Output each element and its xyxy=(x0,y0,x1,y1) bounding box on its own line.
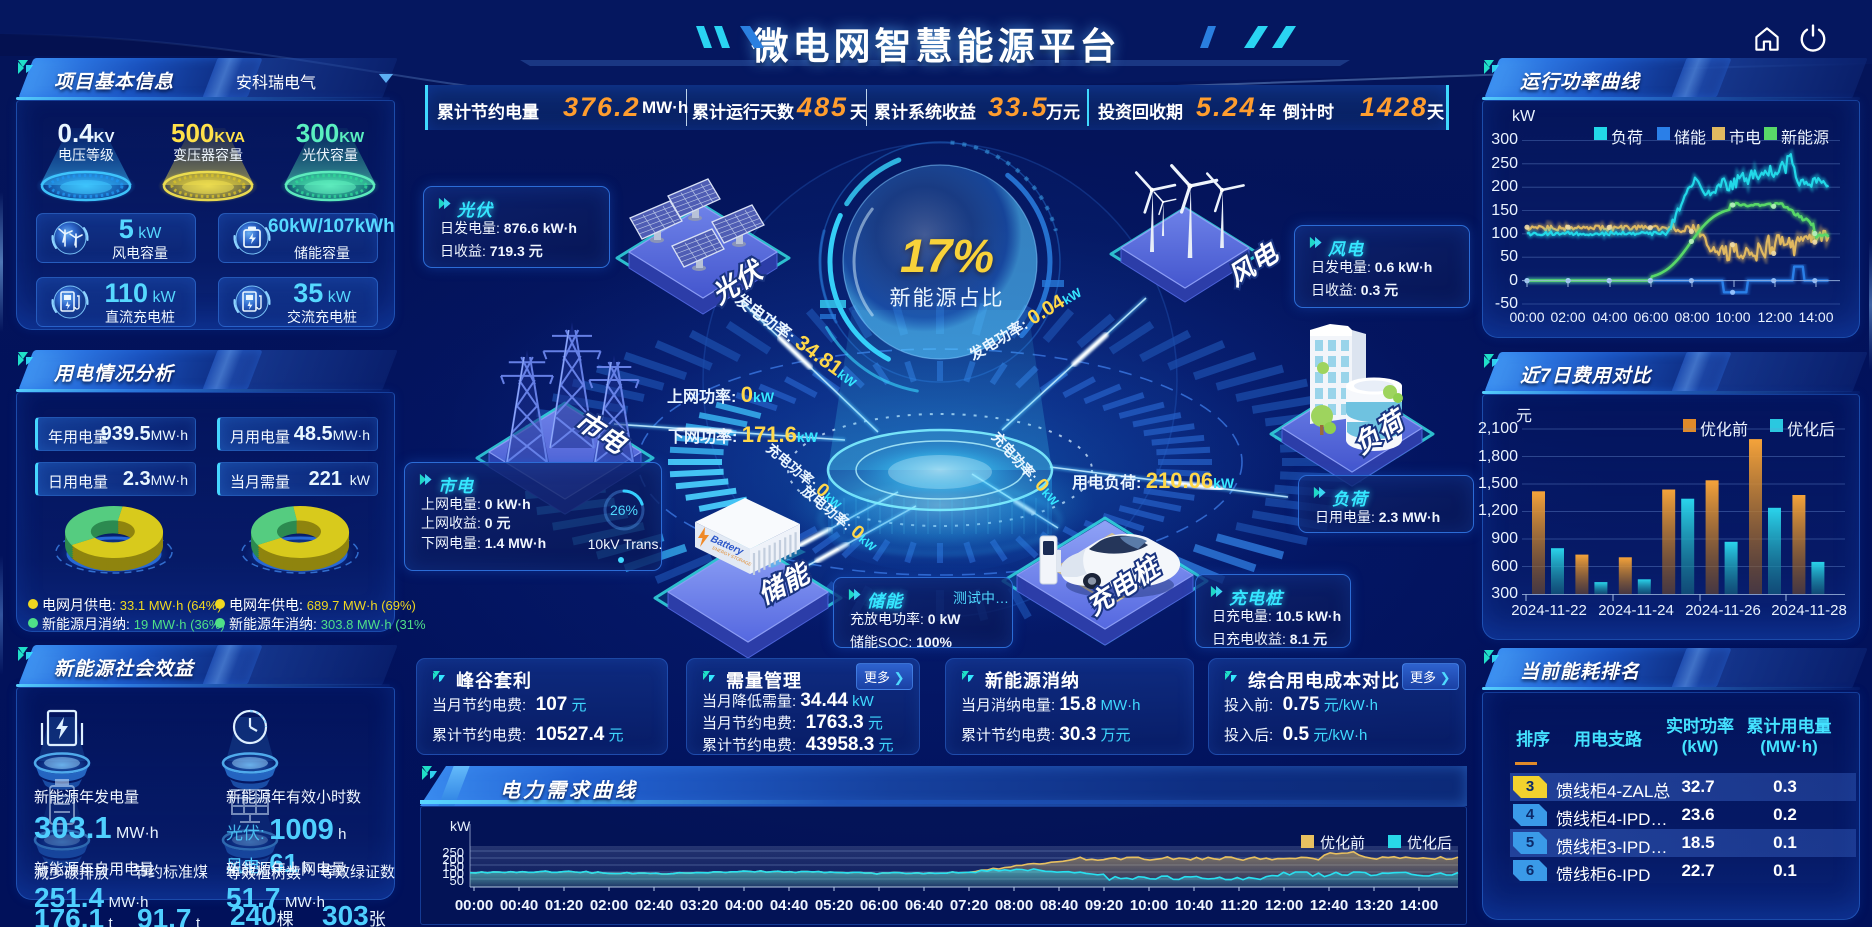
svg-text:新能源占比: 新能源占比 xyxy=(890,287,1005,310)
svg-text:用电负荷: 210.06kW: 用电负荷: 210.06kW xyxy=(1072,468,1235,493)
svg-text:17%: 17% xyxy=(900,229,994,282)
svg-text:下网功率: 171.6kW: 下网功率: 171.6kW xyxy=(668,422,819,447)
svg-text:上网功率: 0kW: 上网功率: 0kW xyxy=(667,382,775,407)
svg-text:26%: 26% xyxy=(610,502,638,518)
